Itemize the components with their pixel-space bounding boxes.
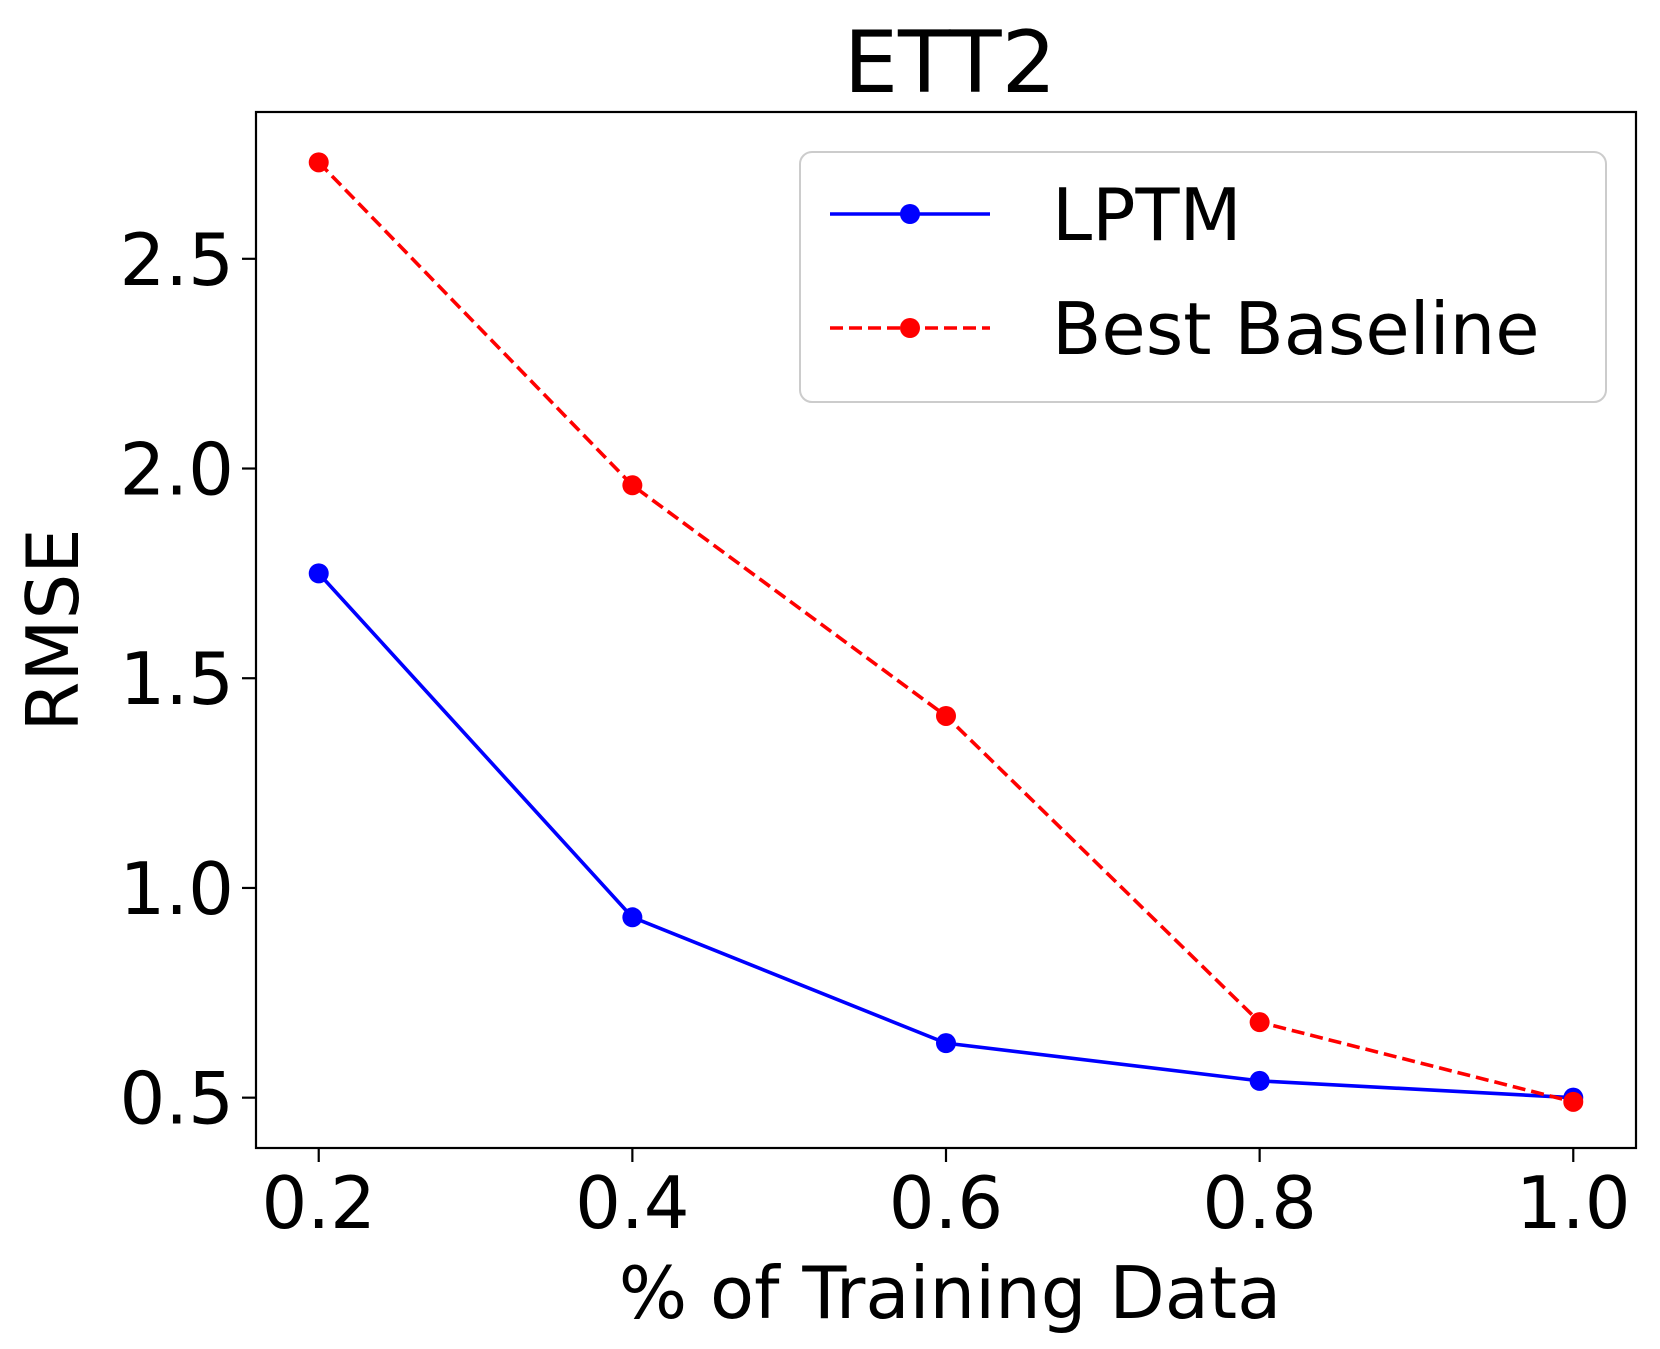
x-tick-label: 0.8: [1202, 1161, 1317, 1245]
y-tick-label: 2.5: [119, 218, 234, 302]
lptm-line: [317, 572, 1574, 1100]
y-axis-ticks: 0.5 1.0 1.5 2.0 2.5: [119, 218, 256, 1141]
y-axis-label: RMSE: [11, 528, 95, 731]
lptm-point: [936, 1033, 956, 1054]
x-tick-label: 0.4: [575, 1161, 690, 1245]
best-baseline-point: [1249, 1012, 1270, 1033]
lptm-point: [1249, 1070, 1270, 1091]
legend: LPTM Best Baseline: [799, 151, 1607, 403]
legend-label-best-baseline: Best Baseline: [1052, 287, 1540, 371]
x-axis-label: % of Training Data: [619, 1251, 1281, 1335]
y-tick-label: 0.5: [119, 1057, 234, 1141]
legend-box: [799, 151, 1607, 403]
x-tick-label: 1.0: [1516, 1161, 1631, 1245]
best-baseline-point: [622, 475, 643, 496]
legend-marker-best-baseline: [900, 318, 920, 338]
x-tick-label: 0.2: [261, 1161, 376, 1245]
best-baseline-point: [308, 152, 329, 173]
best-baseline-point: [936, 705, 956, 726]
y-tick-label: 2.0: [119, 428, 234, 512]
y-tick-label: 1.5: [119, 637, 234, 721]
lptm-point: [308, 563, 329, 584]
lptm-point: [622, 907, 643, 928]
x-axis-ticks: 0.2 0.4 0.6 0.8 1.0: [261, 1148, 1631, 1245]
y-tick-label: 1.0: [119, 847, 234, 931]
best-baseline-point: [1563, 1091, 1584, 1112]
x-tick-label: 0.6: [889, 1161, 1004, 1245]
chart-title: ETT2: [844, 13, 1057, 113]
legend-label-lptm: LPTM: [1052, 173, 1242, 257]
legend-marker-lptm: [900, 204, 920, 224]
series-layer: [308, 152, 1584, 1112]
